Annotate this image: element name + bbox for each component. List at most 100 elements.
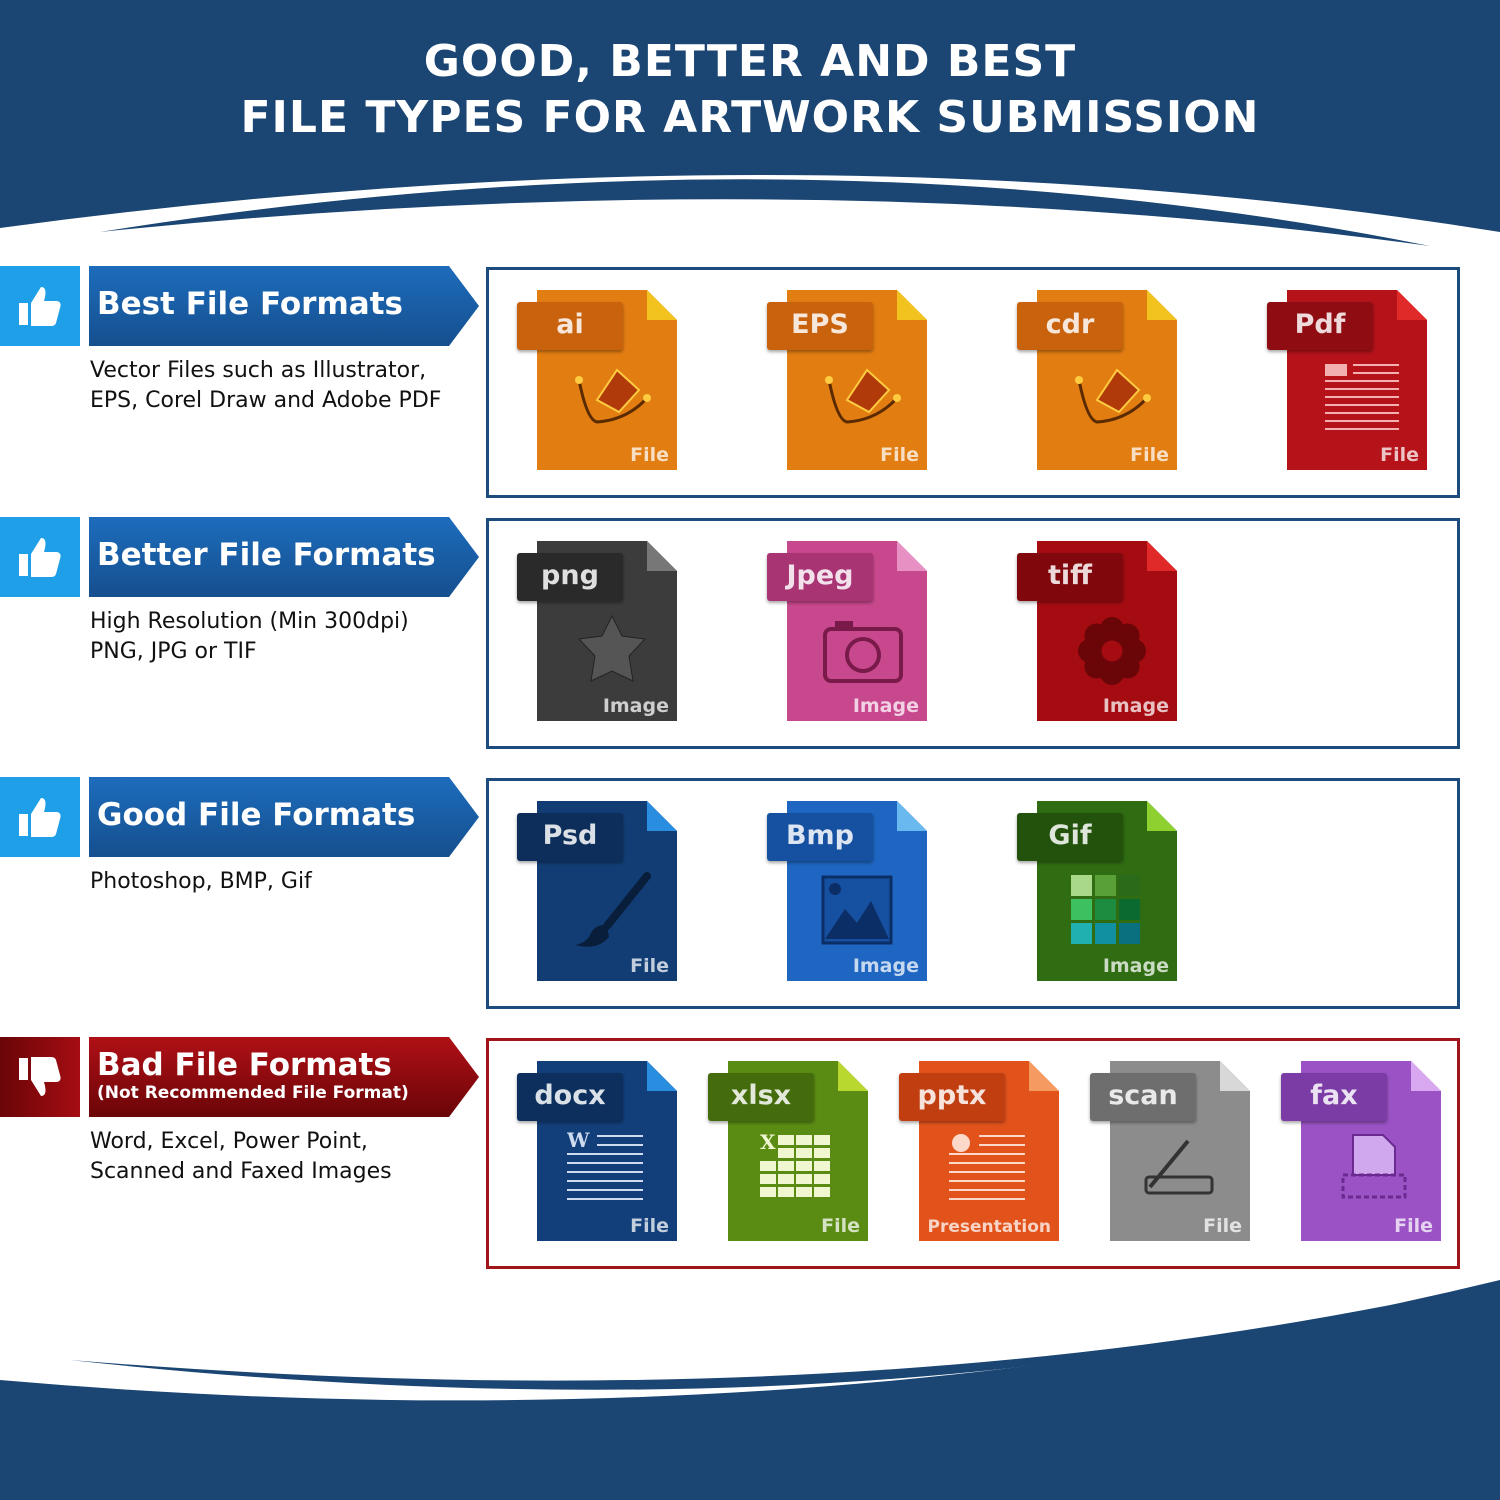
section-banner: Best File Formats: [89, 266, 479, 346]
svg-text:W: W: [567, 1131, 590, 1152]
file-icon-ai: ai File: [517, 290, 677, 472]
description-line: High Resolution (Min 300dpi): [90, 609, 409, 634]
page-title-line2: FILE TYPES FOR ARTWORK SUBMISSION: [240, 92, 1260, 143]
file-extension-label: Psd: [517, 813, 623, 861]
file-icon-tiff: tiff Image: [1017, 541, 1177, 723]
file-icon-eps: EPS File: [767, 290, 927, 472]
file-type-panel: [486, 518, 1460, 749]
flower-icon: [1067, 611, 1157, 691]
folded-corner: [897, 541, 927, 571]
section-title: Best File Formats: [97, 286, 403, 322]
svg-text:X: X: [760, 1131, 776, 1154]
file-icon-cdr: cdr File: [1017, 290, 1177, 472]
file-icon-scan: scan File: [1090, 1061, 1250, 1243]
section-banner: Better File Formats: [89, 517, 479, 597]
file-extension-label: fax: [1281, 1073, 1387, 1121]
file-icon-xlsx: X xlsx File: [708, 1061, 868, 1243]
file-icon-bmp: Bmp Image: [767, 801, 927, 983]
folded-corner: [647, 290, 677, 320]
folded-corner: [647, 1061, 677, 1091]
folded-corner: [1147, 290, 1177, 320]
section-description: Vector Files such as Illustrator, EPS, Co…: [90, 356, 441, 416]
pen-icon: [567, 360, 657, 440]
file-extension-label: png: [517, 553, 623, 601]
description-line: EPS, Corel Draw and Adobe PDF: [90, 388, 442, 413]
file-footer-label: File: [630, 444, 669, 466]
file-type-panel: [486, 267, 1460, 498]
fax-icon: [1331, 1131, 1421, 1211]
file-footer-label: File: [821, 1215, 860, 1237]
folded-corner: [897, 801, 927, 831]
file-footer-label: File: [1394, 1215, 1433, 1237]
file-extension-label: xlsx: [708, 1073, 814, 1121]
file-footer-label: Image: [852, 955, 919, 977]
ppt-icon: [949, 1131, 1039, 1211]
file-extension-label: cdr: [1017, 302, 1123, 350]
file-icon-fax: fax File: [1281, 1061, 1441, 1243]
file-icon-pptx: pptx Presentation: [899, 1061, 1059, 1243]
scanner-icon: [1140, 1131, 1230, 1211]
section-title: Better File Formats: [97, 537, 436, 573]
file-extension-label: EPS: [767, 302, 873, 350]
file-extension-label: tiff: [1017, 553, 1123, 601]
section-description: High Resolution (Min 300dpi) PNG, JPG or …: [90, 607, 409, 667]
file-footer-label: File: [1203, 1215, 1242, 1237]
description-line: Word, Excel, Power Point,: [90, 1129, 368, 1154]
file-extension-label: Bmp: [767, 813, 873, 861]
pen-icon: [1067, 360, 1157, 440]
file-footer-label: Image: [602, 695, 669, 717]
description-line: Photoshop, BMP, Gif: [90, 869, 312, 894]
file-footer-label: File: [1130, 444, 1169, 466]
folded-corner: [1397, 290, 1427, 320]
file-extension-label: Gif: [1017, 813, 1123, 861]
file-footer-label: Presentation: [927, 1217, 1051, 1237]
folded-corner: [647, 541, 677, 571]
doc-icon: [1317, 360, 1407, 440]
description-line: PNG, JPG or TIF: [90, 639, 257, 664]
folded-corner: [1147, 801, 1177, 831]
file-footer-label: Image: [1102, 695, 1169, 717]
thumbs-up-icon: [0, 266, 80, 346]
file-footer-label: File: [630, 955, 669, 977]
file-extension-label: Jpeg: [767, 553, 873, 601]
file-icon-docx: W docx File: [517, 1061, 677, 1243]
file-icon-psd: Psd File: [517, 801, 677, 983]
description-line: Vector Files such as Illustrator,: [90, 358, 427, 383]
file-icon-pdf: Pdf File: [1267, 290, 1427, 472]
folded-corner: [647, 801, 677, 831]
file-icon-jpeg: Jpeg Image: [767, 541, 927, 723]
section-description: Photoshop, BMP, Gif: [90, 867, 312, 897]
folded-corner: [1220, 1061, 1250, 1091]
picture-icon: [817, 871, 907, 951]
camera-icon: [817, 611, 907, 691]
thumbs-up-icon: [0, 777, 80, 857]
section-title: Good File Formats: [97, 797, 416, 833]
excel-icon: X: [758, 1131, 848, 1211]
folded-corner: [1029, 1061, 1059, 1091]
file-footer-label: Image: [852, 695, 919, 717]
file-icon-gif: Gif Image: [1017, 801, 1177, 983]
folded-corner: [838, 1061, 868, 1091]
file-type-panel: [486, 1038, 1460, 1269]
section-title: Bad File Formats: [97, 1047, 392, 1083]
file-extension-label: Pdf: [1267, 302, 1373, 350]
word-icon: W: [567, 1131, 657, 1211]
thumbs-up-icon: [0, 517, 80, 597]
file-extension-label: docx: [517, 1073, 623, 1121]
file-footer-label: File: [880, 444, 919, 466]
page-title-line1: GOOD, BETTER AND BEST: [423, 36, 1077, 87]
section-banner: Good File Formats: [89, 777, 479, 857]
file-extension-label: scan: [1090, 1073, 1196, 1121]
file-extension-label: pptx: [899, 1073, 1005, 1121]
file-footer-label: File: [1380, 444, 1419, 466]
brush-icon: [567, 871, 657, 951]
file-type-panel: [486, 778, 1460, 1009]
thumbs-down-icon: [0, 1037, 80, 1117]
star-icon: [567, 611, 657, 691]
folded-corner: [1411, 1061, 1441, 1091]
pen-icon: [817, 360, 907, 440]
section-description: Word, Excel, Power Point, Scanned and Fax…: [90, 1127, 392, 1187]
folded-corner: [897, 290, 927, 320]
section-banner: Bad File Formats (Not Recommended File Fo…: [89, 1037, 479, 1117]
